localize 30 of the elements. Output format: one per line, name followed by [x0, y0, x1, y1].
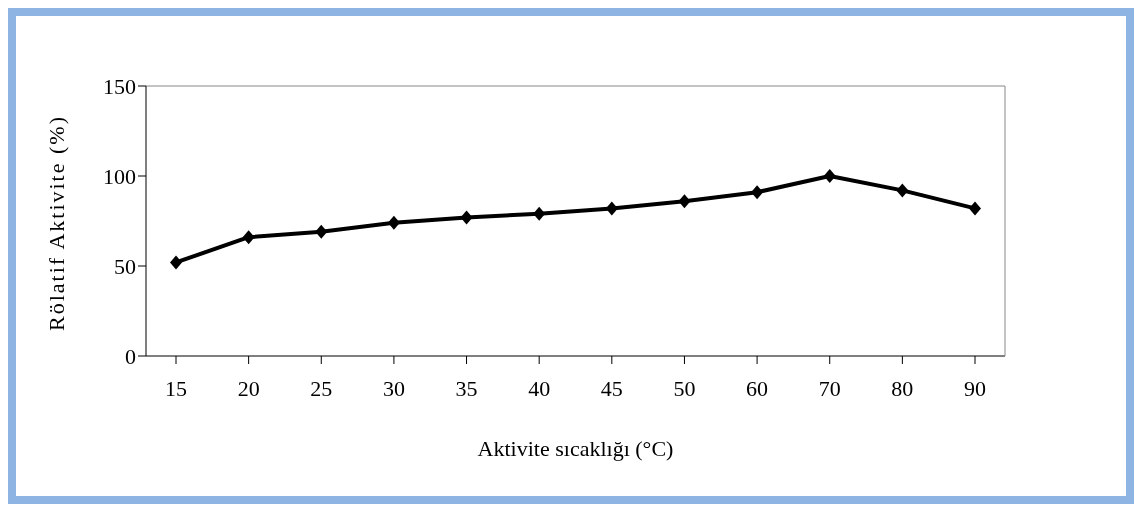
point — [823, 169, 836, 183]
x-tick-label: 15 — [165, 375, 187, 401]
point — [751, 185, 764, 200]
point — [242, 230, 255, 245]
point — [170, 255, 182, 270]
x-tick-label: 45 — [600, 375, 623, 401]
point — [460, 210, 473, 225]
y-tick-label: 50 — [114, 253, 136, 279]
point — [387, 215, 400, 230]
x-tick-label: 70 — [818, 375, 841, 401]
x-tick-label: 80 — [891, 375, 914, 401]
y-tick-label: 100 — [103, 163, 136, 189]
y-tick-label: 150 — [103, 73, 136, 99]
y-tick-label: 0 — [125, 343, 136, 369]
x-tick-label: 30 — [382, 375, 405, 401]
x-tick-label: 50 — [673, 375, 696, 401]
x-tick-label: 90 — [964, 375, 986, 401]
x-tick-label: 35 — [455, 375, 478, 401]
point — [605, 201, 618, 216]
y-axis-title: Rölatif Aktivite (%) — [43, 115, 69, 331]
x-axis-title: Aktivite sıcaklığı (°C) — [477, 436, 674, 461]
point — [678, 194, 691, 209]
point — [533, 206, 546, 221]
x-tick-label: 20 — [237, 375, 260, 401]
x-tick-label: 60 — [746, 375, 769, 401]
x-tick-label: 40 — [528, 375, 551, 401]
point — [896, 183, 909, 198]
point — [315, 224, 328, 239]
point — [969, 201, 981, 216]
x-tick-label: 25 — [310, 375, 333, 401]
